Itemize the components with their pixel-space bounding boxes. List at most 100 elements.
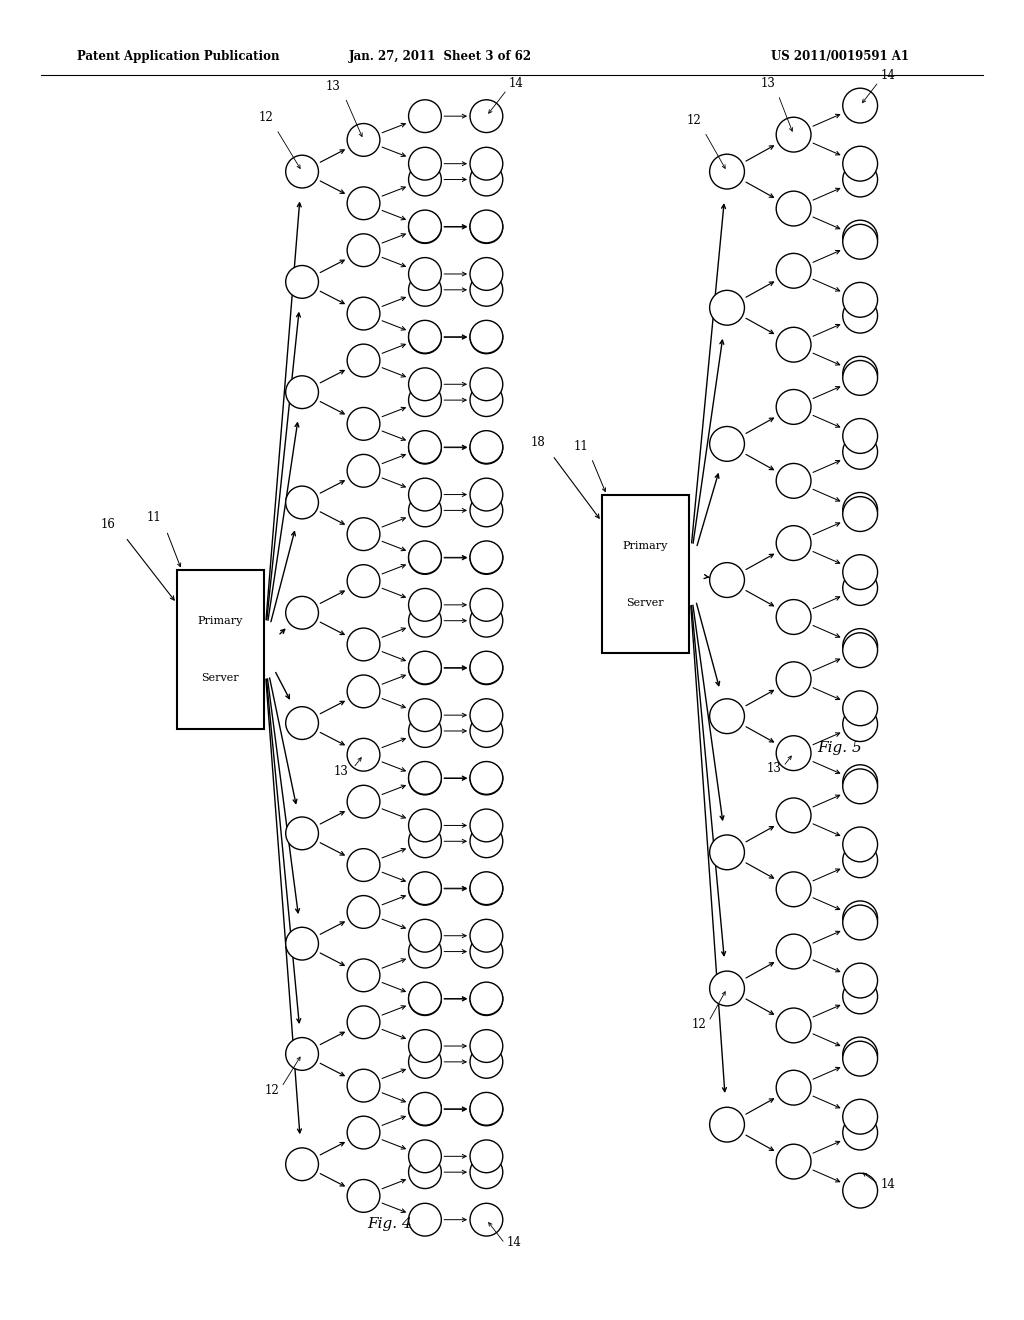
Ellipse shape xyxy=(409,494,441,527)
Ellipse shape xyxy=(286,265,318,298)
Ellipse shape xyxy=(776,935,811,969)
Ellipse shape xyxy=(409,1140,441,1172)
Ellipse shape xyxy=(347,1117,380,1148)
Bar xyxy=(176,570,264,729)
Ellipse shape xyxy=(776,117,811,152)
Ellipse shape xyxy=(710,836,744,870)
Ellipse shape xyxy=(776,873,811,907)
Ellipse shape xyxy=(470,494,503,527)
Ellipse shape xyxy=(776,327,811,362)
Ellipse shape xyxy=(286,706,318,739)
Ellipse shape xyxy=(776,1071,811,1105)
Ellipse shape xyxy=(843,88,878,123)
Ellipse shape xyxy=(470,1204,503,1236)
Ellipse shape xyxy=(470,825,503,858)
Text: Jan. 27, 2011  Sheet 3 of 62: Jan. 27, 2011 Sheet 3 of 62 xyxy=(349,50,531,63)
Ellipse shape xyxy=(409,210,441,243)
Ellipse shape xyxy=(409,982,441,1015)
Ellipse shape xyxy=(470,935,503,968)
Text: 14: 14 xyxy=(881,1177,896,1191)
Ellipse shape xyxy=(843,224,878,259)
Ellipse shape xyxy=(843,979,878,1014)
Ellipse shape xyxy=(409,762,441,795)
Ellipse shape xyxy=(470,1045,503,1078)
Ellipse shape xyxy=(470,432,503,465)
Ellipse shape xyxy=(470,982,503,1015)
Ellipse shape xyxy=(710,290,744,325)
Ellipse shape xyxy=(843,770,878,804)
Ellipse shape xyxy=(843,492,878,527)
Ellipse shape xyxy=(409,273,441,306)
Ellipse shape xyxy=(347,187,380,219)
Ellipse shape xyxy=(470,1093,503,1125)
Ellipse shape xyxy=(470,714,503,747)
Text: 13: 13 xyxy=(333,764,348,777)
Ellipse shape xyxy=(409,714,441,747)
Bar xyxy=(602,495,688,653)
Text: 13: 13 xyxy=(766,762,781,775)
Text: Server: Server xyxy=(202,673,239,682)
Ellipse shape xyxy=(409,321,441,354)
Text: 14: 14 xyxy=(881,69,896,82)
Ellipse shape xyxy=(710,154,744,189)
Ellipse shape xyxy=(286,1038,318,1071)
Ellipse shape xyxy=(843,554,878,590)
Ellipse shape xyxy=(710,562,744,598)
Ellipse shape xyxy=(470,541,503,574)
Ellipse shape xyxy=(470,148,503,180)
Ellipse shape xyxy=(776,599,811,635)
Ellipse shape xyxy=(470,809,503,842)
Ellipse shape xyxy=(470,257,503,290)
Text: 12: 12 xyxy=(259,111,273,124)
Ellipse shape xyxy=(347,1180,380,1212)
Ellipse shape xyxy=(470,762,503,795)
Ellipse shape xyxy=(776,1144,811,1179)
Ellipse shape xyxy=(409,652,441,685)
Ellipse shape xyxy=(347,297,380,330)
Text: Fig. 5: Fig. 5 xyxy=(817,742,862,755)
Ellipse shape xyxy=(843,632,878,668)
Ellipse shape xyxy=(470,873,503,906)
Ellipse shape xyxy=(470,321,503,354)
Ellipse shape xyxy=(409,211,441,243)
Text: Patent Application Publication: Patent Application Publication xyxy=(77,50,280,63)
Ellipse shape xyxy=(843,356,878,391)
Text: Primary: Primary xyxy=(623,541,668,550)
Ellipse shape xyxy=(409,871,441,904)
Ellipse shape xyxy=(347,345,380,378)
Text: 12: 12 xyxy=(265,1084,280,1097)
Ellipse shape xyxy=(347,1069,380,1102)
Ellipse shape xyxy=(347,958,380,991)
Ellipse shape xyxy=(347,408,380,441)
Ellipse shape xyxy=(776,191,811,226)
Ellipse shape xyxy=(409,432,441,465)
Text: 13: 13 xyxy=(760,77,775,90)
Ellipse shape xyxy=(843,1041,878,1076)
Ellipse shape xyxy=(843,902,878,936)
Ellipse shape xyxy=(470,1140,503,1172)
Ellipse shape xyxy=(409,1030,441,1063)
Ellipse shape xyxy=(776,389,811,424)
Ellipse shape xyxy=(843,147,878,181)
Ellipse shape xyxy=(409,1156,441,1188)
Ellipse shape xyxy=(409,257,441,290)
Ellipse shape xyxy=(347,738,380,771)
Text: Primary: Primary xyxy=(198,616,243,626)
Text: 11: 11 xyxy=(573,440,588,453)
Ellipse shape xyxy=(409,651,441,684)
Ellipse shape xyxy=(347,895,380,928)
Text: 18: 18 xyxy=(530,436,545,449)
Ellipse shape xyxy=(470,919,503,952)
Ellipse shape xyxy=(470,1156,503,1188)
Ellipse shape xyxy=(286,376,318,409)
Ellipse shape xyxy=(409,1204,441,1236)
Ellipse shape xyxy=(409,605,441,638)
Ellipse shape xyxy=(470,478,503,511)
Ellipse shape xyxy=(470,164,503,195)
Ellipse shape xyxy=(843,1115,878,1150)
Text: Fig. 4: Fig. 4 xyxy=(367,1217,412,1230)
Ellipse shape xyxy=(409,478,441,511)
Ellipse shape xyxy=(843,282,878,317)
Ellipse shape xyxy=(843,706,878,742)
Ellipse shape xyxy=(347,675,380,708)
